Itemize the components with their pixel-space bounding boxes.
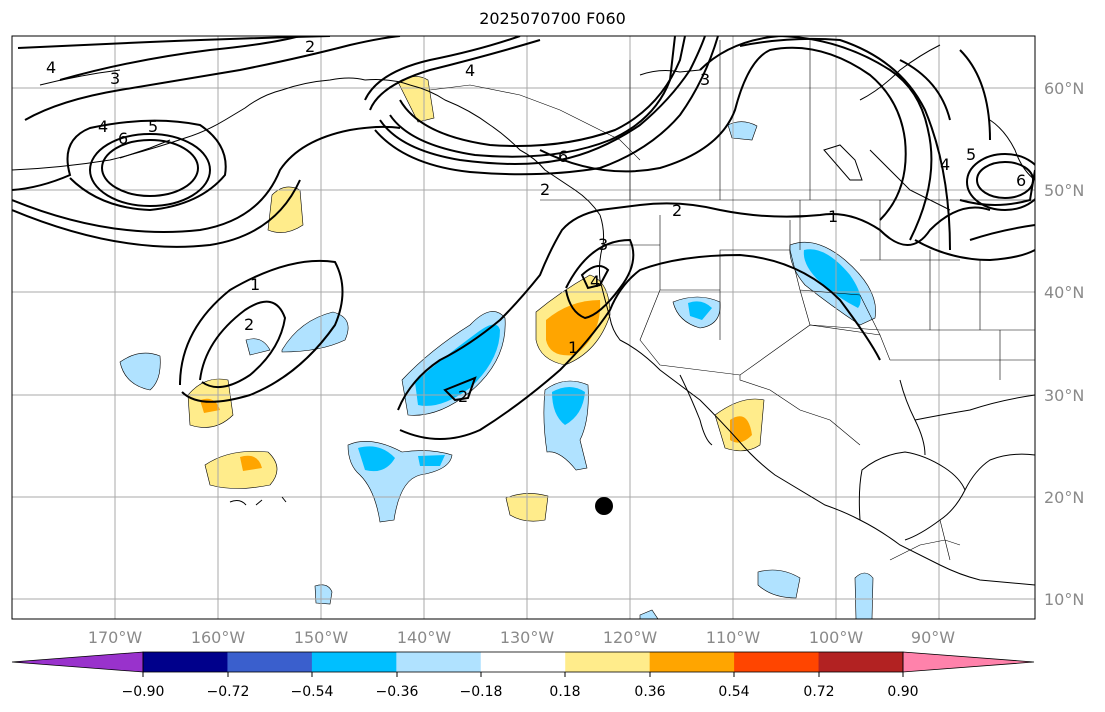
contour-label: 3 (598, 235, 608, 254)
contour-label: 1 (568, 338, 578, 357)
contour-label: 4 (98, 117, 108, 136)
colorbar-tick: −0.72 (207, 684, 250, 700)
colorbar-tick: −0.36 (376, 684, 419, 700)
lat-label: 50°N (1044, 181, 1084, 200)
colorbar-segment (649, 652, 735, 672)
lat-label: 30°N (1044, 386, 1084, 405)
lon-label: 150°W (294, 628, 349, 647)
lon-label: 170°W (88, 628, 143, 647)
colorbar-segment (396, 652, 482, 672)
contour-lines (12, 36, 1035, 440)
contour-label: 2 (458, 387, 468, 406)
longitude-labels: 170°W 160°W 150°W 140°W 130°W 120°W 110°… (88, 628, 955, 647)
lon-label: 160°W (191, 628, 246, 647)
contour-label: 6 (118, 129, 128, 148)
colorbar-tick: 0.54 (718, 684, 749, 700)
contour-label: 3 (110, 69, 120, 88)
colorbar-tick-marks (142, 672, 904, 677)
contour-label: 5 (966, 145, 976, 164)
map-gridlines (12, 36, 1035, 619)
colorbar-tick: 0.18 (549, 684, 580, 700)
colorbar-tick: 0.36 (634, 684, 665, 700)
colorbar-tick: −0.18 (460, 684, 503, 700)
lat-label: 60°N (1044, 79, 1084, 98)
contour-label: 5 (148, 117, 158, 136)
latitude-labels: 60°N 50°N 40°N 30°N 20°N 10°N (1044, 79, 1084, 609)
contour-label: 2 (672, 201, 682, 220)
colorbar-extend-low (12, 652, 143, 672)
colorbar-segment (818, 652, 904, 672)
colorbar-segment (734, 652, 820, 672)
colorbar-segment (480, 652, 566, 672)
contour-label: 4 (46, 58, 56, 77)
lon-label: 120°W (603, 628, 658, 647)
borders (429, 40, 1035, 561)
colorbar-outline-right (902, 651, 1035, 673)
contour-label: 1 (828, 207, 838, 226)
colorbar-segments (12, 652, 1034, 672)
lat-label: 10°N (1044, 590, 1084, 609)
lon-label: 100°W (809, 628, 864, 647)
contour-label: 4 (465, 61, 475, 80)
contour-label: 2 (244, 315, 254, 334)
colorbar-tick-labels: −0.90 −0.72 −0.54 −0.36 −0.18 0.18 0.36 … (122, 684, 919, 700)
colorbar: −0.90 −0.72 −0.54 −0.36 −0.18 0.18 0.36 … (11, 651, 1035, 700)
contour-label: 6 (1016, 171, 1026, 190)
contour-label: 2 (540, 180, 550, 199)
shading-blue-patches (358, 249, 861, 472)
map-frame (11, 35, 1036, 620)
lon-label: 130°W (500, 628, 555, 647)
contour-label: 4 (940, 155, 950, 174)
colorbar-tick: −0.90 (122, 684, 165, 700)
lat-label: 40°N (1044, 283, 1084, 302)
colorbar-segment (143, 652, 228, 672)
contour-label: 4 (590, 272, 600, 291)
contour-label: 1 (250, 275, 260, 294)
contour-label: 3 (700, 70, 710, 89)
colorbar-segment (227, 652, 313, 672)
lat-label: 20°N (1044, 488, 1084, 507)
contour-labels: 4 3 2 4 6 5 1 2 4 6 2 2 3 4 1 2 1 4 5 6 … (46, 37, 1026, 406)
lon-label: 110°W (706, 628, 761, 647)
colorbar-tick: 0.72 (803, 684, 834, 700)
colorbar-extend-high (903, 652, 1034, 672)
map-plot-area: 4 3 2 4 6 5 1 2 4 6 2 2 3 4 1 2 1 4 5 6 … (12, 36, 1035, 619)
location-marker (595, 497, 613, 515)
lon-label: 90°W (911, 628, 955, 647)
colorbar-tick: 0.90 (887, 684, 918, 700)
colorbar-tick: −0.54 (291, 684, 334, 700)
colorbar-segment (565, 652, 651, 672)
colorbar-segment (311, 652, 397, 672)
contour-label: 2 (305, 37, 315, 56)
map-title: 2025070700 F060 (479, 9, 626, 28)
contour-label: 6 (558, 147, 568, 166)
lon-label: 140°W (397, 628, 452, 647)
